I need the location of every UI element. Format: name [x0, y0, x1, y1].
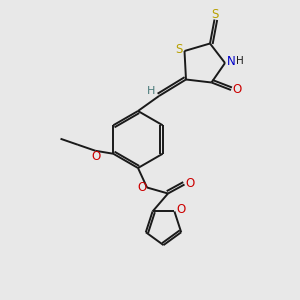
Text: H: H — [146, 85, 155, 96]
Text: S: S — [212, 8, 219, 21]
Text: O: O — [92, 150, 101, 163]
Text: N: N — [226, 55, 236, 68]
Text: O: O — [137, 181, 146, 194]
Text: H: H — [236, 56, 243, 66]
Text: S: S — [176, 43, 183, 56]
Text: O: O — [232, 83, 242, 96]
Text: O: O — [176, 203, 186, 217]
Text: O: O — [186, 176, 195, 190]
